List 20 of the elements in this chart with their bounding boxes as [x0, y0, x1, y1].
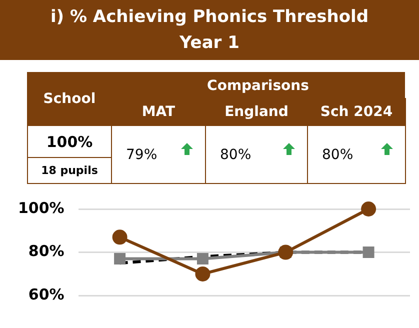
text: Year 1: [178, 32, 240, 55]
text: 18 pupils: [27, 157, 112, 184]
text: MAT: [111, 98, 206, 126]
point: [362, 246, 374, 258]
text: 80%: [220, 146, 252, 162]
text: Sch 2024: [307, 98, 406, 126]
y-tick-label: 80%: [28, 242, 64, 260]
text: England: [205, 98, 308, 126]
point: [196, 253, 208, 265]
y-tick-label: 60%: [28, 285, 64, 304]
text: School: [27, 72, 112, 126]
point: [114, 253, 126, 265]
text: Comparisons: [111, 72, 405, 99]
text: 80%: [322, 146, 354, 162]
point: [112, 230, 128, 245]
text: 79%: [126, 146, 158, 162]
y-tick-label: 100%: [18, 198, 64, 217]
point: [195, 266, 210, 282]
text: i) % Achieving Phonics Threshold: [49, 6, 370, 29]
point: [361, 202, 376, 216]
